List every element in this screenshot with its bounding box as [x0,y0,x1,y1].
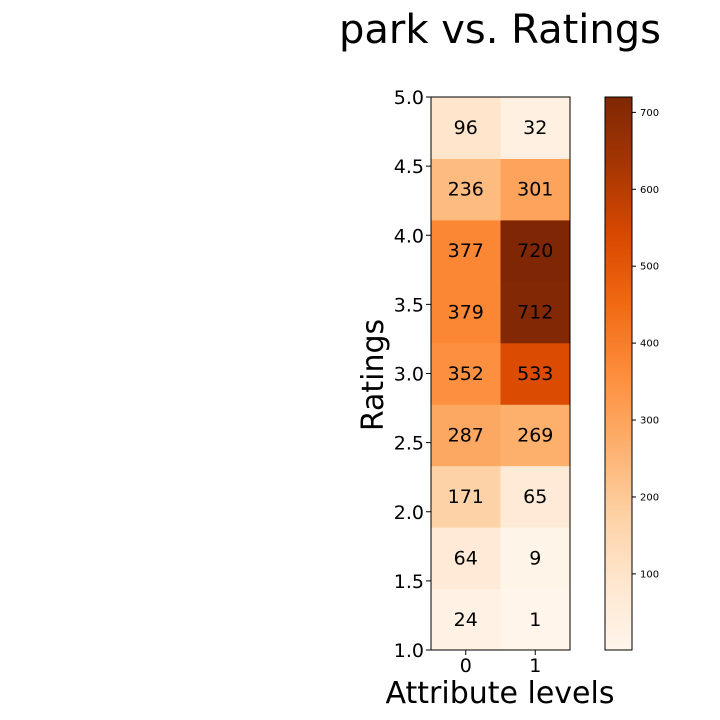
cell-value-label: 236 [448,179,484,201]
heatmap-cell [431,465,501,528]
cell-value-label: 32 [523,117,547,139]
cell-value-label: 287 [448,424,484,446]
colorbar-tick-label: 400 [640,339,659,350]
heatmap-cell [431,219,501,282]
colorbar-tick-label: 100 [640,569,659,580]
heatmap-cell [431,97,501,159]
chart-title: park vs. Ratings [339,7,661,53]
x-tick-label: 1 [529,655,541,677]
heatmap-cell [500,219,571,282]
y-tick-label: 4.0 [394,225,424,247]
y-tick-label: 2.5 [394,433,424,455]
heatmap-cells [431,97,571,651]
heatmap-cell [431,588,501,651]
heatmap-cell [500,588,571,651]
cell-value-label: 533 [517,363,553,385]
colorbar-tick-label: 500 [640,262,659,273]
cell-value-label: 65 [523,486,547,508]
y-tick-label: 1.0 [394,640,424,662]
y-tick-label: 3.5 [394,294,424,316]
cell-value-label: 24 [454,609,478,631]
colorbar-ticks: 100 200 300 400 500 600 700 [632,108,659,580]
heatmap-cell [431,342,501,405]
cell-value-label: 1 [529,609,541,631]
x-tick-label: 0 [460,655,472,677]
heatmap-cell [500,404,571,467]
y-tick-label: 5.0 [394,87,424,109]
heatmap-cell [431,404,501,467]
y-axis-label: Ratings [356,319,391,431]
x-axis-label: Attribute levels [386,676,615,711]
heatmap-cell [500,281,571,344]
cell-value-labels: 24 1 64 9 171 65 287 269 352 533 379 712 377 720 236 30… [448,117,554,631]
cell-value-label: 352 [448,363,484,385]
cell-value-label: 9 [529,547,541,569]
y-tick-label: 2.0 [394,502,424,524]
heatmap-cell [500,527,571,590]
cell-value-label: 720 [517,240,553,262]
heatmap-cell [431,527,501,590]
cell-value-label: 171 [448,486,484,508]
cell-value-label: 377 [448,240,484,262]
heatmap-cell [500,158,571,221]
y-tick-label: 3.0 [394,364,424,386]
cell-value-label: 96 [454,117,478,139]
cell-value-label: 269 [517,424,553,446]
cell-value-label: 64 [454,547,478,569]
colorbar-tick-label: 600 [640,185,659,196]
colorbar-tick-label: 300 [640,416,659,427]
y-axis-ticks: 1.0 1.5 2.0 2.5 3.0 3.5 4.0 4.5 5.0 [394,87,431,662]
cell-value-label: 712 [517,302,553,324]
heatmap-cell [500,342,571,405]
heatmap-cell [431,158,501,221]
colorbar-tick-label: 200 [640,492,659,503]
colorbar-tick-label: 700 [640,108,659,119]
cell-value-label: 301 [517,179,553,201]
y-tick-label: 4.5 [394,156,424,178]
y-tick-label: 1.5 [394,571,424,593]
heatmap-cell [500,97,571,159]
cell-value-label: 379 [448,302,484,324]
colorbar [604,96,633,651]
heatmap-cell [431,281,501,344]
heatmap-cell [500,465,571,528]
